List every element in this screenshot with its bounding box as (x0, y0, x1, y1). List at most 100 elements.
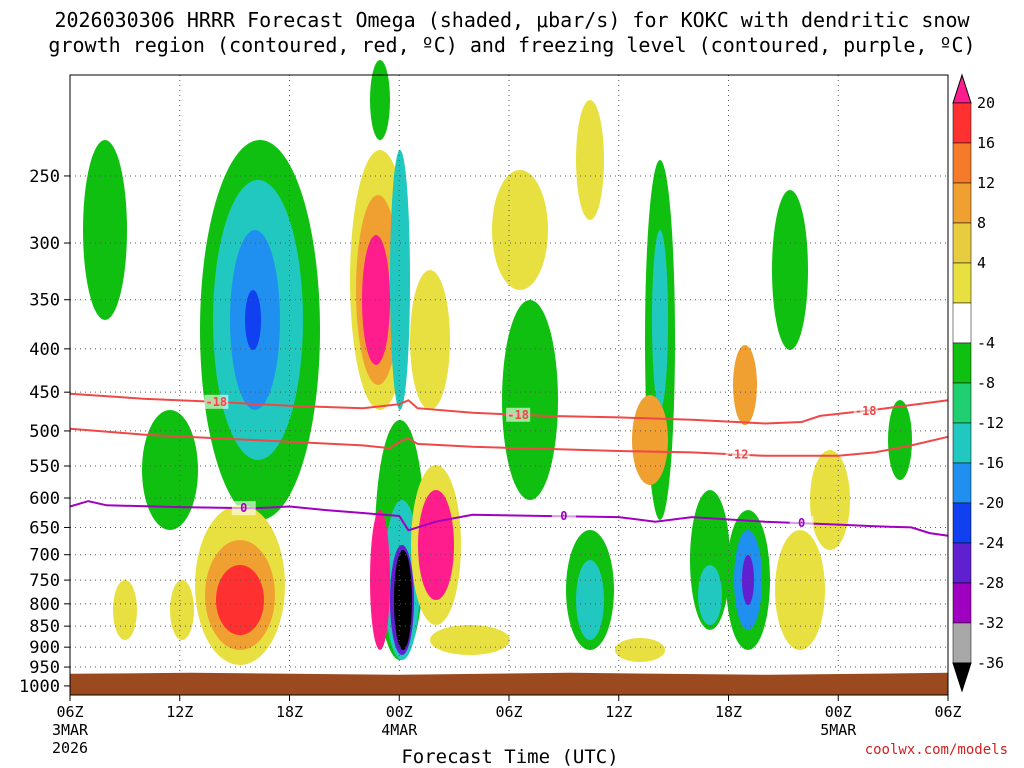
x-axis-label: Forecast Time (UTC) (401, 746, 618, 768)
y-tick-label: 800 (29, 595, 60, 615)
colorbar-label: -4 (977, 334, 995, 352)
colorbar-swatch (952, 422, 972, 464)
colorbar-swatch (952, 222, 972, 264)
y-tick-label: 300 (29, 234, 60, 254)
x-tick-year: 2026 (52, 739, 88, 757)
colorbar-label: -36 (977, 654, 1004, 672)
y-tick-label: 500 (29, 422, 60, 442)
y-tick-label: 600 (29, 489, 60, 509)
omega-shade (615, 638, 665, 662)
colorbar-swatch (952, 302, 972, 344)
omega-shade (576, 560, 604, 640)
contours: -18 -18 -18 -12 0 0 0 (69, 392, 949, 537)
omega-shade (370, 60, 390, 140)
colorbar-label: -32 (977, 614, 1004, 632)
contour-label-bg (725, 447, 750, 462)
colorbar-label: -28 (977, 574, 1004, 592)
plot-area: -18 -18 -18 -12 0 0 0 (69, 60, 949, 696)
contour-dgz-minus12 (69, 427, 949, 457)
omega-shade (492, 170, 548, 290)
y-tick-label: 350 (29, 291, 60, 311)
omega-shade (113, 580, 137, 640)
omega-shade (170, 580, 194, 640)
y-tick-label: 850 (29, 617, 60, 637)
colorbar-swatch (952, 342, 972, 384)
y-tick-label: 400 (29, 340, 60, 360)
y-tick-label: 250 (29, 167, 60, 187)
x-tick-label: 06Z (56, 703, 83, 721)
colorbar-label: -24 (977, 534, 1004, 552)
contour-label: -12 (727, 448, 749, 462)
colorbar-swatch (952, 262, 972, 304)
ground-terrain (70, 672, 948, 695)
colorbar-swatch (952, 582, 972, 624)
chart-title-line2: growth region (contoured, red, ºC) and f… (48, 33, 975, 57)
x-tick-label: 12Z (605, 703, 632, 721)
omega-shade (772, 190, 808, 350)
colorbar-swatch (952, 142, 972, 184)
colorbar-swatch (952, 502, 972, 544)
omega-shade (418, 490, 454, 600)
omega-shading (83, 60, 912, 665)
colorbar-label: 16 (977, 134, 995, 152)
x-tick-label: 06Z (495, 703, 522, 721)
colorbar-swatch (952, 542, 972, 584)
contour-label: -18 (855, 404, 877, 418)
y-tick-label: 1000 (19, 677, 60, 697)
y-tick-label: 450 (29, 383, 60, 403)
colorbar-label: -12 (977, 414, 1004, 432)
colorbar-label: -20 (977, 494, 1004, 512)
omega-shade (698, 565, 722, 625)
colorbar-swatch (952, 382, 972, 424)
credit-text: coolwx.com/models (865, 742, 1008, 758)
omega-shade (632, 395, 668, 485)
colorbar-label: 4 (977, 254, 986, 272)
x-tick-label: 18Z (276, 703, 303, 721)
y-tick-label: 750 (29, 571, 60, 591)
x-tick-label: 00Z (386, 703, 413, 721)
colorbar-label: -8 (977, 374, 995, 392)
omega-shade (888, 400, 912, 480)
omega-shade (430, 625, 510, 655)
omega-shade (775, 530, 825, 650)
x-tick-label: 18Z (715, 703, 742, 721)
colorbar-label: 8 (977, 214, 986, 232)
contour-label: 0 (240, 501, 247, 515)
omega-shade (652, 230, 668, 410)
y-axis: 2503003504004505005506006507007508008509… (19, 167, 70, 697)
x-tick-date: 4MAR (381, 721, 418, 739)
colorbar-swatch (952, 182, 972, 224)
x-tick-label: 06Z (934, 703, 961, 721)
omega-shade (83, 140, 127, 320)
y-tick-label: 650 (29, 518, 60, 538)
contour-label: -18 (507, 408, 529, 422)
x-tick-label: 12Z (166, 703, 193, 721)
colorbar-bottom-arrow (952, 662, 972, 693)
x-tick-date: 5MAR (820, 721, 857, 739)
contour-label-bg (506, 407, 531, 422)
omega-shade (410, 270, 450, 410)
x-tick-label: 00Z (825, 703, 852, 721)
contour-label-bg (551, 509, 576, 524)
colorbar: 20 16 12 8 4 -4 -8 -12 -16 -20 -24 -28 -32 -36 (952, 73, 1004, 693)
y-tick-label: 550 (29, 457, 60, 477)
contour-label-bg (789, 516, 814, 531)
omega-shade (742, 555, 754, 605)
colorbar-swatch (952, 622, 972, 664)
contour-label-bg (204, 394, 229, 409)
colorbar-swatch (952, 102, 972, 144)
x-tick-date: 3MAR (52, 721, 89, 739)
colorbar-swatch (952, 462, 972, 504)
omega-shade (245, 290, 261, 350)
omega-shade (390, 150, 410, 410)
omega-shade (733, 345, 757, 425)
y-tick-label: 950 (29, 658, 60, 678)
omega-shade (142, 410, 198, 530)
omega-shade (216, 565, 264, 635)
contour-label: 0 (798, 516, 805, 530)
colorbar-top-arrow (952, 73, 972, 104)
colorbar-label: 12 (977, 174, 995, 192)
chart-title-line1: 2026030306 HRRR Forecast Omega (shaded, … (54, 8, 970, 32)
